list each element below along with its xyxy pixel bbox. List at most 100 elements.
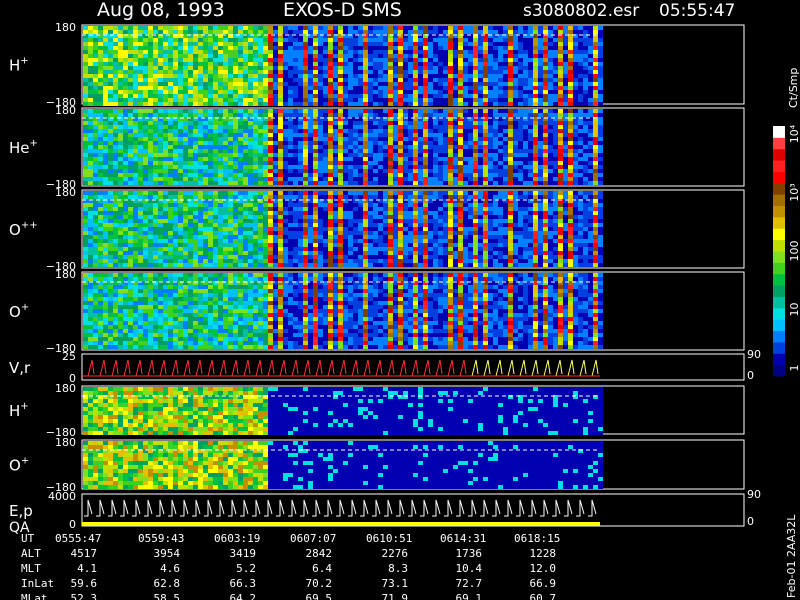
spectrogram-cell [238,255,243,259]
spectrogram-cell [258,86,263,90]
spectrogram-cell [138,90,143,94]
spectrogram-cell [508,38,513,42]
spectrogram-cell [213,129,218,133]
spectrogram-cell [478,94,483,98]
spectrogram-cell [413,50,418,54]
spectrogram-cell [303,227,308,231]
spectrogram-cell [458,141,463,145]
spectrogram-cell [438,26,443,30]
spectrogram-cell [518,121,523,125]
spectrogram-cell [253,145,258,149]
spectrogram-cell [213,169,218,173]
spectrogram-cell [238,259,243,263]
spectrogram-cell [578,46,583,50]
spectrogram-cell [273,30,278,34]
spectrogram-cell [493,109,498,113]
spectrogram-cell [373,137,378,141]
spectrogram-cell [468,94,473,98]
spectrogram-cell [393,121,398,125]
spectrogram-cell [198,121,203,125]
spectrogram-cell [208,129,213,133]
spectrogram-cell [178,161,183,165]
spectrogram-cell [178,199,183,203]
spectrogram-cell [248,207,253,211]
spectrogram-cell [473,129,478,133]
spectrogram-cell [98,251,103,255]
spectrogram-cell [428,78,433,82]
spectrogram-cell [93,251,98,255]
spectrogram-cell [508,161,513,165]
spectrogram-cell [93,98,98,102]
spectrogram-cell [298,125,303,129]
spectrogram-cell [343,98,348,102]
spectrogram-cell [273,219,278,223]
spectrogram-cell [438,86,443,90]
spectrogram-cell [553,102,558,106]
spectrogram-cell [363,46,368,50]
spectrogram-cell [138,86,143,90]
spectrogram-cell [448,34,453,38]
spectrogram-cell [563,129,568,133]
spectrogram-cell [253,121,258,125]
spectrogram-cell [308,219,313,223]
spectrogram-cell [368,125,373,129]
spectrogram-cell [343,58,348,62]
spectrogram-cell [398,42,403,46]
spectrogram-cell [458,54,463,58]
spectrogram-cell [183,181,188,185]
spectrogram-cell [293,145,298,149]
spectrogram-cell [368,129,373,133]
spectrogram-cell [513,94,518,98]
spectrogram-cell [553,58,558,62]
spectrogram-cell [393,62,398,66]
spectrogram-cell [248,149,253,153]
spectrogram-cell [503,173,508,177]
spectrogram-cell [278,165,283,169]
spectrogram-cell [573,26,578,30]
spectrogram-cell [438,157,443,161]
spectrogram-cell [373,54,378,58]
spectrogram-cell [303,195,308,199]
spectrogram-cell [488,109,493,113]
spectrogram-cell [158,74,163,78]
spectrogram-cell [123,219,128,223]
spectrogram-cell [123,173,128,177]
spectrogram-cell [423,129,428,133]
spectrogram-cell [568,137,573,141]
spectrogram-cell [458,129,463,133]
spectrogram-cell [123,102,128,106]
spectrogram-cell [448,42,453,46]
spectrogram-cell [178,227,183,231]
spectrogram-cell [263,70,268,74]
spectrogram-cell [328,133,333,137]
spectrogram-cell [143,157,148,161]
spectrogram-cell [458,177,463,181]
spectrogram-cell [458,149,463,153]
spectrogram-cell [503,169,508,173]
spectrogram-cell [258,227,263,231]
spectrogram-cell [213,215,218,219]
spectrogram-cell [123,203,128,207]
spectrogram-cell [193,199,198,203]
spectrogram-cell [313,86,318,90]
spectrogram-cell [283,113,288,117]
spectrogram-cell [558,177,563,181]
spectrogram-cell [138,203,143,207]
spectrogram-cell [293,102,298,106]
spectrogram-cell [318,231,323,235]
spectrogram-cell [298,263,303,267]
spectrogram-cell [573,121,578,125]
spectrogram-cell [193,54,198,58]
spectrogram-cell [418,38,423,42]
spectrogram-cell [173,195,178,199]
spectrogram-cell [238,62,243,66]
spectrogram-cell [238,125,243,129]
spectrogram-cell [198,145,203,149]
spectrogram-cell [188,263,193,267]
spectrogram-cell [253,58,258,62]
spectrogram-cell [458,70,463,74]
spectrogram-cell [243,90,248,94]
spectrogram-cell [563,86,568,90]
spectrogram-cell [198,247,203,251]
spectrogram-cell [163,38,168,42]
